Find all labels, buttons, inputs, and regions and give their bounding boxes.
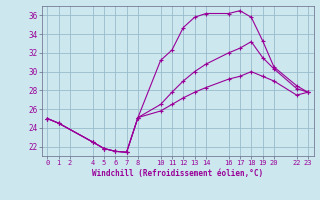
X-axis label: Windchill (Refroidissement éolien,°C): Windchill (Refroidissement éolien,°C)	[92, 169, 263, 178]
